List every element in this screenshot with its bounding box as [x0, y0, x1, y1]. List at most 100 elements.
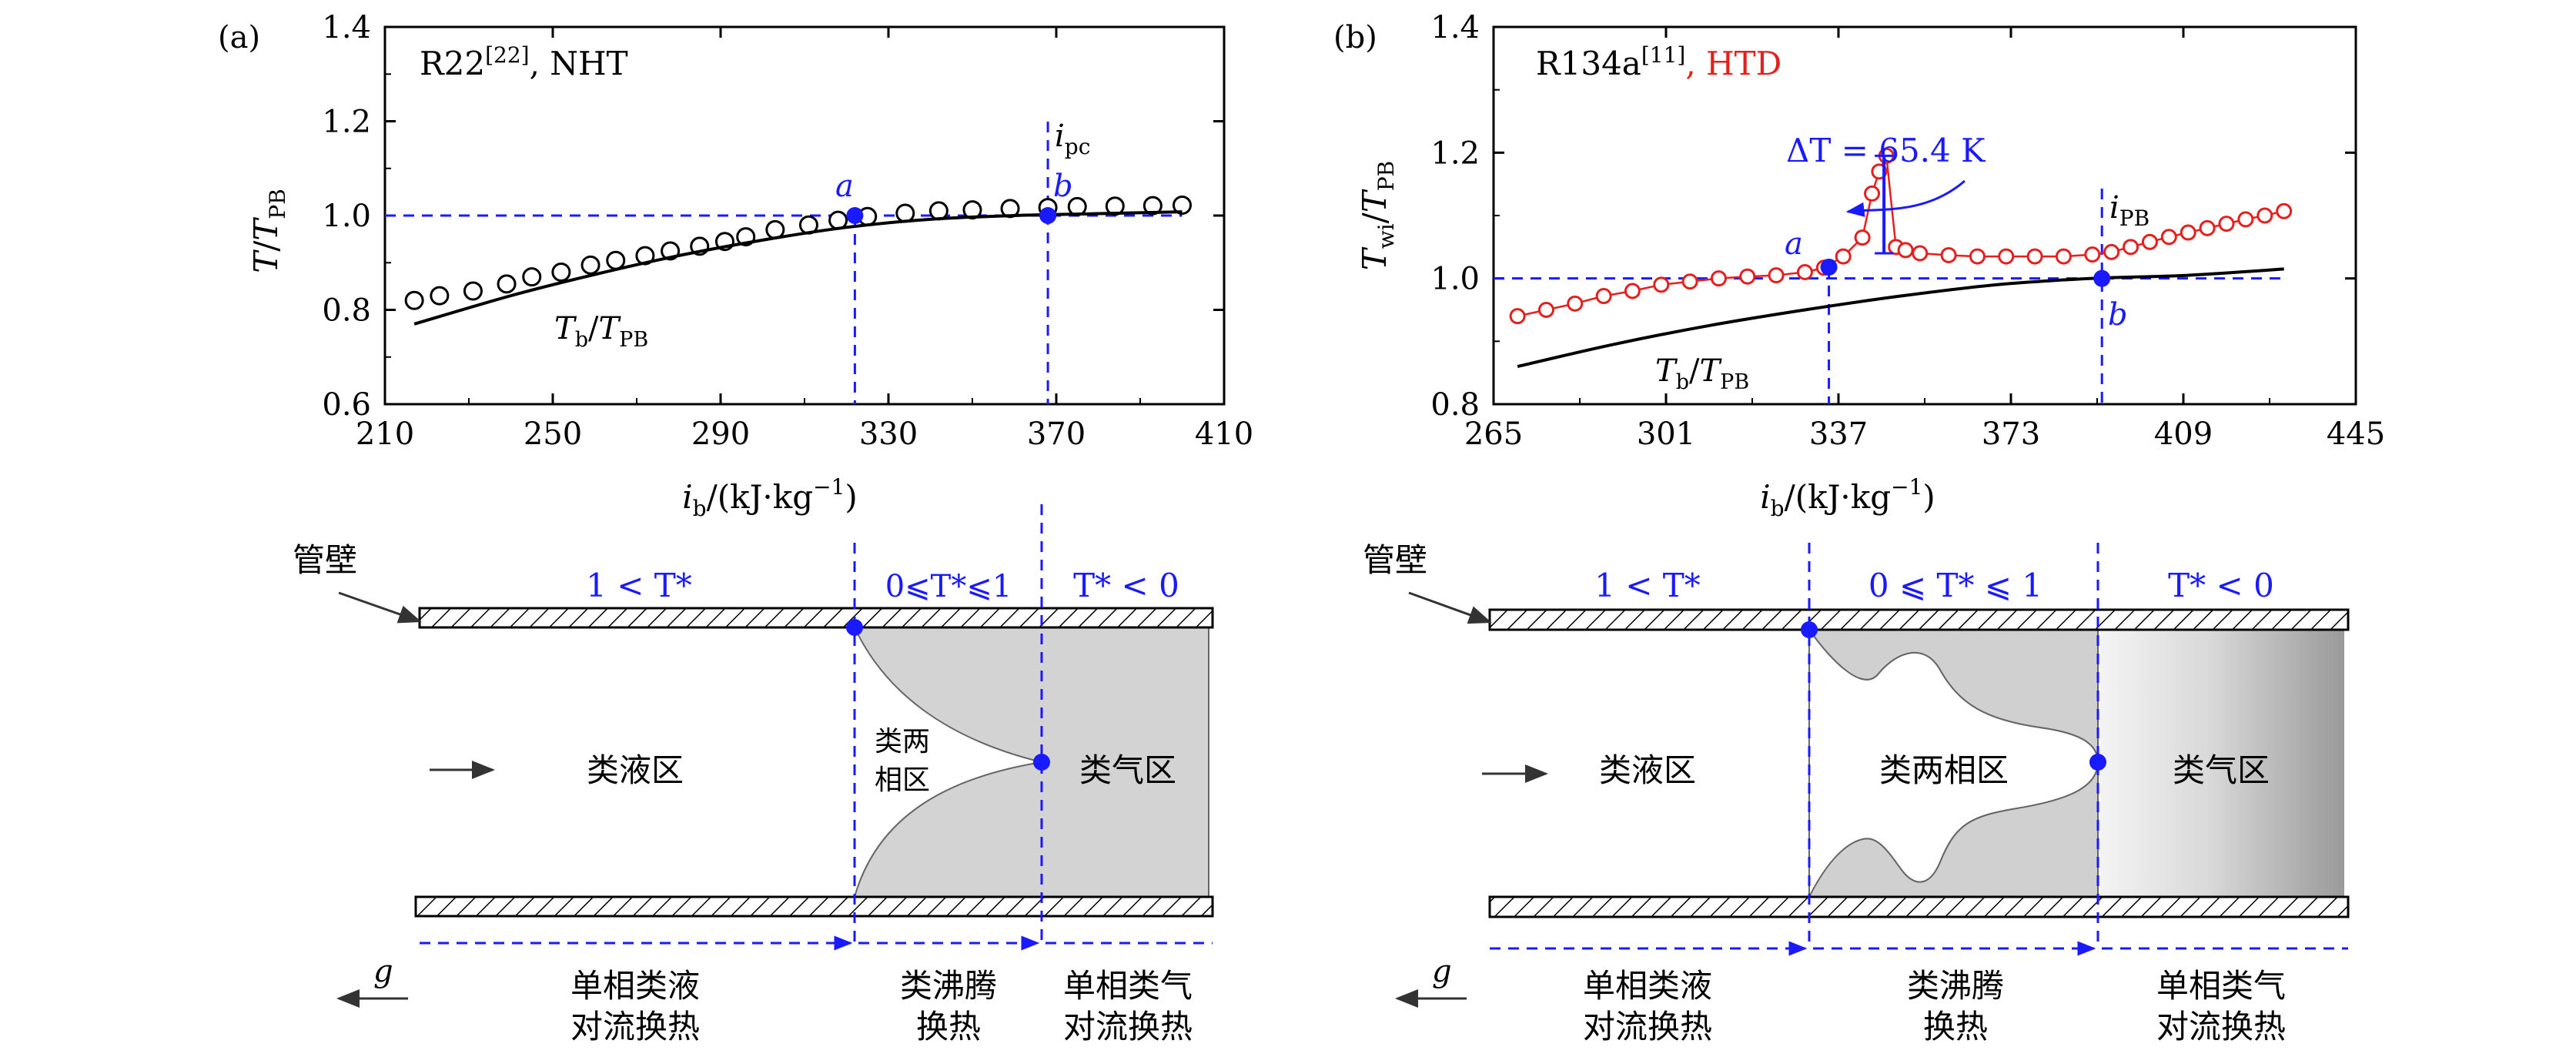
b-wall-point-34	[2257, 207, 2273, 224]
b-wall-point-21	[1969, 248, 1986, 265]
marker-a-top-a	[846, 619, 863, 636]
ht-liquid-2-b: 对流换热	[1583, 1008, 1712, 1045]
b-wall-point-14	[1864, 185, 1881, 202]
b-wall-point-3	[1595, 288, 1612, 305]
tb-curve-label-a: Tb/TPB	[554, 311, 648, 352]
a-xtick-label-2: 290	[691, 416, 750, 452]
a-wall-point-25	[1173, 196, 1192, 216]
y-axis-label-b: Twi/TPB	[1356, 161, 1399, 271]
b-wall-point-26	[2103, 243, 2120, 260]
region-liquid-t-b: 1 < T*	[1594, 567, 1701, 604]
a-ytick-label-4: 1.4	[322, 10, 371, 45]
b-xtick-label-4: 409	[2154, 416, 2213, 452]
gas-region-b	[2098, 630, 2344, 897]
b-ytick-label-0: 0.8	[1430, 387, 1480, 423]
a-xtick-label-0: 210	[356, 416, 414, 452]
plot-frame-b	[1492, 25, 2357, 406]
b-wall-point-1	[1537, 302, 1554, 318]
b-delta-t-arrow	[1845, 179, 1965, 217]
ht-boil-1-b: 类沸腾	[1907, 967, 2004, 1005]
b-wall-point-12	[1835, 248, 1852, 265]
a-wall-point-24	[1142, 196, 1163, 216]
b-wall-point-30	[2180, 224, 2196, 241]
bottom-wall-b	[1488, 895, 2350, 918]
marker-b-mid-a	[1033, 754, 1050, 771]
top-wall-a	[418, 607, 1214, 629]
b-wall-point-4	[1624, 283, 1641, 299]
ht-gas-1-b: 单相类气	[2156, 967, 2286, 1005]
a-ytick-label-1: 0.8	[322, 293, 371, 329]
region-liquid-t-a: 1 < T*	[586, 567, 692, 604]
b-wall-point-2	[1567, 295, 1584, 312]
b-ytick-label-3: 1.4	[1430, 10, 1480, 45]
panel-label-b: (b)	[1333, 20, 1377, 55]
ht-gas-2-a: 对流换热	[1063, 1008, 1193, 1045]
region-gas-t-a: T* < 0	[1073, 567, 1179, 604]
ht-liquid-2-a: 对流换热	[570, 1008, 700, 1045]
ht-liquid-1-b: 单相类液	[1583, 967, 1712, 1005]
wall-arrow-a	[338, 591, 422, 624]
chart-title-a: R22[22], NHT	[420, 42, 628, 82]
point-b-label-a: b	[1053, 169, 1073, 204]
top-wall-b	[1488, 608, 2350, 631]
x-axis-label-a: ib/(kJ·kg−1)	[682, 474, 858, 521]
a-wall-point-0	[404, 290, 424, 310]
b-xtick-label-5: 445	[2327, 416, 2385, 452]
region-boil-t-b: 0 ⩽ T* ⩽ 1	[1868, 567, 2042, 604]
wall-label-b: 管壁	[1363, 541, 1427, 579]
gas-region-a	[853, 627, 1209, 898]
gravity-label-a: g	[373, 954, 393, 989]
b-wall-point-24	[2055, 248, 2072, 265]
point-b-label-b: b	[2108, 297, 2128, 333]
b-wall-point-27	[2123, 239, 2139, 256]
diagram-a: 1 < T* 0⩽T*⩽1 T* < 0 管壁 类液区 类两 相区 类气区 g …	[293, 504, 1214, 1045]
b-wall-point-10	[1796, 264, 1813, 280]
b-xtick-label-3: 373	[1982, 416, 2040, 452]
b-wall-point-29	[2160, 229, 2177, 246]
wall-arrow-b	[1408, 591, 1492, 624]
ipb-label-b: iPB	[2109, 190, 2149, 231]
b-ytick-label-1: 1.0	[1430, 262, 1480, 297]
b-wall-point-20	[1940, 246, 1957, 263]
b-wall-point-6	[1681, 273, 1698, 290]
a-ytick-label-2: 1.0	[322, 199, 371, 234]
b-wall-point-25	[2084, 246, 2101, 263]
a-wall-point-1	[430, 286, 450, 306]
ipc-label-a: ipc	[1055, 119, 1090, 159]
b-wall-point-19	[1912, 245, 1929, 262]
region-gas-t-b: T* < 0	[2168, 567, 2274, 604]
panel-label-a: (a)	[218, 20, 260, 55]
diagram-b: 1 < T* 0 ⩽ T* ⩽ 1 T* < 0 管壁 类液区 类两相区 类气区…	[1363, 541, 2350, 1045]
b-wall-point-13	[1854, 229, 1871, 246]
b-wall-point-35	[2276, 202, 2293, 219]
a-wall-point-6	[580, 255, 601, 275]
a-ytick-label-0: 0.6	[322, 387, 371, 423]
wall-label-a: 管壁	[293, 541, 357, 579]
tb-curve-label-b: Tb/TPB	[1655, 353, 1749, 394]
a-xtick-label-3: 330	[859, 416, 918, 452]
point-a-label-b: a	[1785, 226, 1803, 262]
a-point-a	[846, 207, 864, 224]
point-a-label-a: a	[835, 169, 854, 204]
ht-boil-2-b: 换热	[1923, 1008, 1988, 1045]
ht-boil-1-a: 类沸腾	[900, 967, 997, 1005]
delta-t-label-b: ΔT = 65.4 K	[1786, 132, 1986, 169]
b-wall-point-32	[2218, 216, 2235, 232]
a-wall-point-18	[928, 201, 948, 221]
a-wall-point-4	[522, 267, 542, 287]
b-wall-point-33	[2237, 211, 2254, 228]
b-wall-point-31	[2199, 219, 2216, 236]
b-wall-point-0	[1509, 308, 1526, 325]
a-xtick-label-5: 410	[1195, 416, 1253, 452]
a-point-b	[1039, 207, 1057, 224]
a-wall-point-3	[497, 274, 517, 294]
marker-a-top-b	[1801, 621, 1818, 638]
zone-liquid-a: 类液区	[587, 751, 684, 789]
gravity-label-b: g	[1432, 954, 1452, 989]
b-ytick-label-2: 1.2	[1430, 135, 1480, 171]
a-wall-point-7	[606, 250, 626, 270]
plot-frame-a	[383, 25, 1226, 406]
ht-liquid-1-a: 单相类液	[570, 967, 700, 1005]
